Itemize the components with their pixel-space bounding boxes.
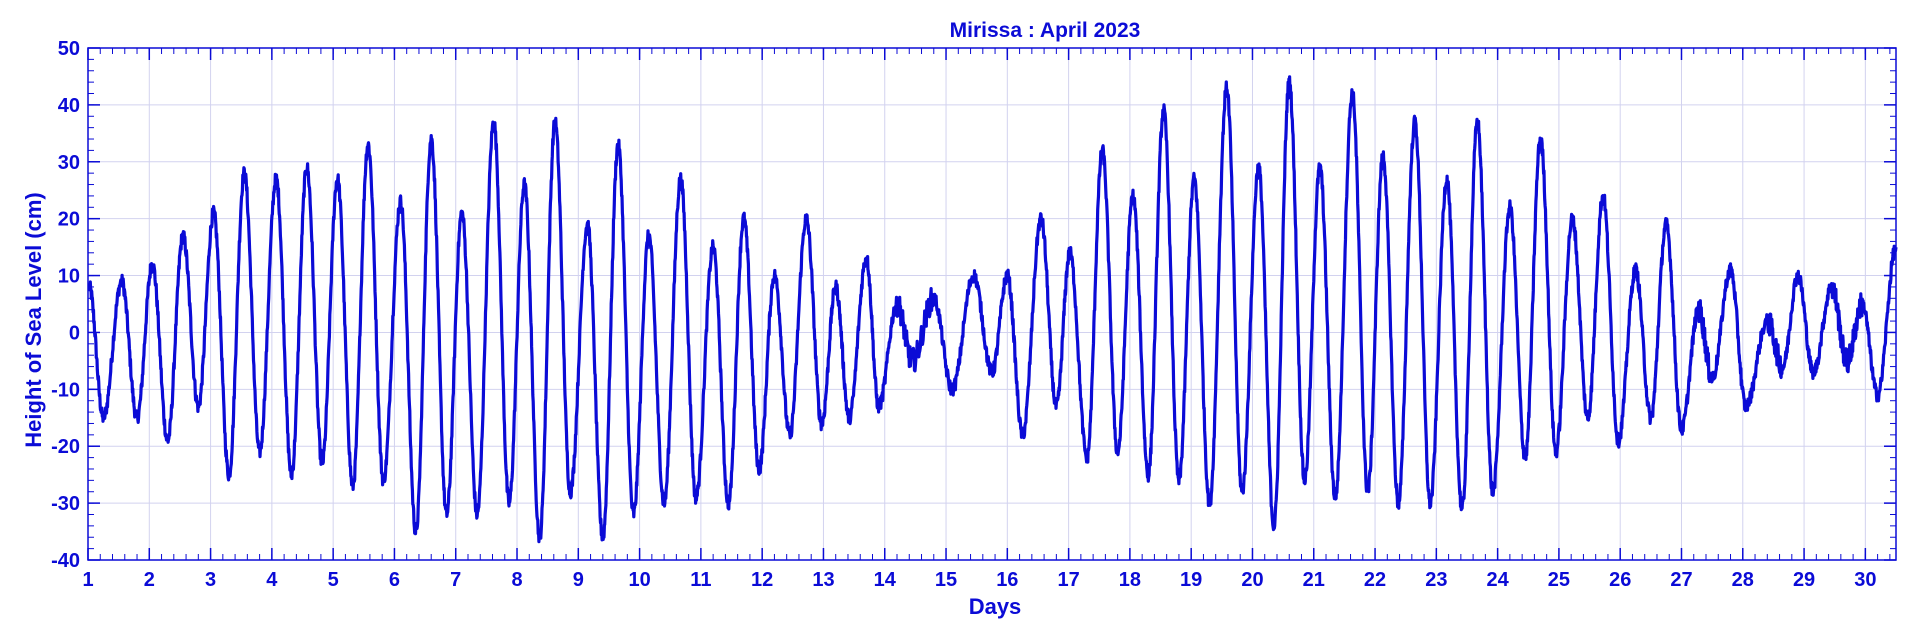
x-tick-label: 15 xyxy=(935,569,957,591)
y-axis-title: Height of Sea Level (cm) xyxy=(21,192,46,448)
x-tick-label: 27 xyxy=(1670,569,1692,591)
y-tick-label: -40 xyxy=(51,550,80,572)
y-tick-label: 40 xyxy=(58,95,80,117)
x-tick-label: 21 xyxy=(1303,569,1325,591)
x-tick-label: 10 xyxy=(628,569,650,591)
y-tick-label: 0 xyxy=(69,322,80,344)
y-tick-label: -10 xyxy=(51,379,80,401)
x-tick-label: 8 xyxy=(511,569,522,591)
x-tick-label: 6 xyxy=(389,569,400,591)
x-tick-label: 23 xyxy=(1425,569,1447,591)
y-tick-label: 10 xyxy=(58,266,80,288)
x-tick-label: 30 xyxy=(1854,569,1876,591)
x-tick-label: 22 xyxy=(1364,569,1386,591)
x-tick-label: 13 xyxy=(812,569,834,591)
y-tick-label: -30 xyxy=(51,493,80,515)
series-layer xyxy=(87,75,1898,544)
x-tick-label: 28 xyxy=(1732,569,1754,591)
x-tick-label: 5 xyxy=(328,569,339,591)
sea-level-series-line xyxy=(87,75,1898,544)
x-tick-label: 11 xyxy=(690,569,711,591)
x-tick-label: 25 xyxy=(1548,569,1570,591)
x-tick-label: 19 xyxy=(1180,569,1202,591)
x-tick-label: 29 xyxy=(1793,569,1815,591)
x-tick-label: 1 xyxy=(82,569,93,591)
x-tick-label: 9 xyxy=(573,569,584,591)
x-tick-label: 18 xyxy=(1119,569,1141,591)
x-tick-label: 4 xyxy=(266,569,278,591)
x-tick-label: 2 xyxy=(144,569,155,591)
y-tick-label: 50 xyxy=(58,38,80,60)
x-axis-title: Days xyxy=(969,594,1022,619)
plot-frame xyxy=(87,47,1897,561)
x-tick-label: 17 xyxy=(1057,569,1079,591)
x-tick-label: 24 xyxy=(1487,569,1510,591)
x-tick-label: 26 xyxy=(1609,569,1631,591)
x-tick-label: 7 xyxy=(450,569,461,591)
x-tick-label: 14 xyxy=(874,569,897,591)
y-tick-label: 30 xyxy=(58,152,80,174)
chart-title: Mirissa : April 2023 xyxy=(950,19,1141,42)
y-tick-label: 20 xyxy=(58,209,80,231)
x-tick-label: 12 xyxy=(751,569,773,591)
y-tick-label: -20 xyxy=(51,436,80,458)
x-tick-label: 16 xyxy=(996,569,1018,591)
y-tick-labels: -40 -30 -20 -10 0 10 20 30 40 50 xyxy=(51,38,80,572)
x-tick-labels: 1 2 3 4 5 6 7 8 9 10 11 12 13 14 15 16 17 18 19 20 21 22 23 24 2… xyxy=(82,569,1876,591)
x-tick-label: 3 xyxy=(205,569,216,591)
x-tick-label: 20 xyxy=(1241,569,1263,591)
